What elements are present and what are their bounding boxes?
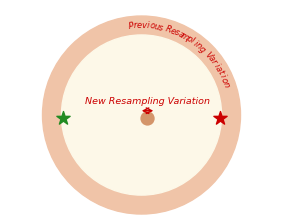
Text: i: i — [192, 39, 199, 48]
Point — [218, 117, 222, 120]
Text: e: e — [136, 21, 142, 30]
Text: r: r — [133, 21, 137, 30]
Text: i: i — [146, 21, 149, 30]
Circle shape — [42, 16, 241, 214]
Text: o: o — [219, 76, 229, 85]
Text: P: P — [128, 21, 134, 31]
Text: n: n — [194, 41, 204, 51]
Text: i: i — [211, 62, 220, 69]
Text: a: a — [177, 29, 185, 40]
Text: s: s — [157, 23, 164, 32]
Circle shape — [61, 35, 222, 195]
Text: a: a — [213, 64, 223, 73]
Text: p: p — [184, 33, 193, 44]
Text: o: o — [149, 21, 155, 31]
Text: s: s — [173, 28, 181, 38]
Text: V: V — [203, 50, 213, 60]
Text: R: R — [165, 25, 173, 35]
Circle shape — [141, 112, 154, 125]
Text: t: t — [216, 69, 225, 76]
Text: n: n — [220, 80, 231, 89]
Point — [61, 117, 65, 120]
Text: m: m — [179, 31, 190, 43]
Text: i: i — [218, 73, 227, 80]
Text: g: g — [197, 44, 207, 54]
Text: u: u — [153, 22, 160, 32]
Text: v: v — [141, 21, 146, 30]
Text: l: l — [188, 37, 195, 45]
Text: r: r — [209, 58, 218, 66]
Text: New Resampling Variation: New Resampling Variation — [85, 97, 210, 106]
Text: e: e — [169, 26, 177, 36]
Text: a: a — [206, 54, 216, 63]
